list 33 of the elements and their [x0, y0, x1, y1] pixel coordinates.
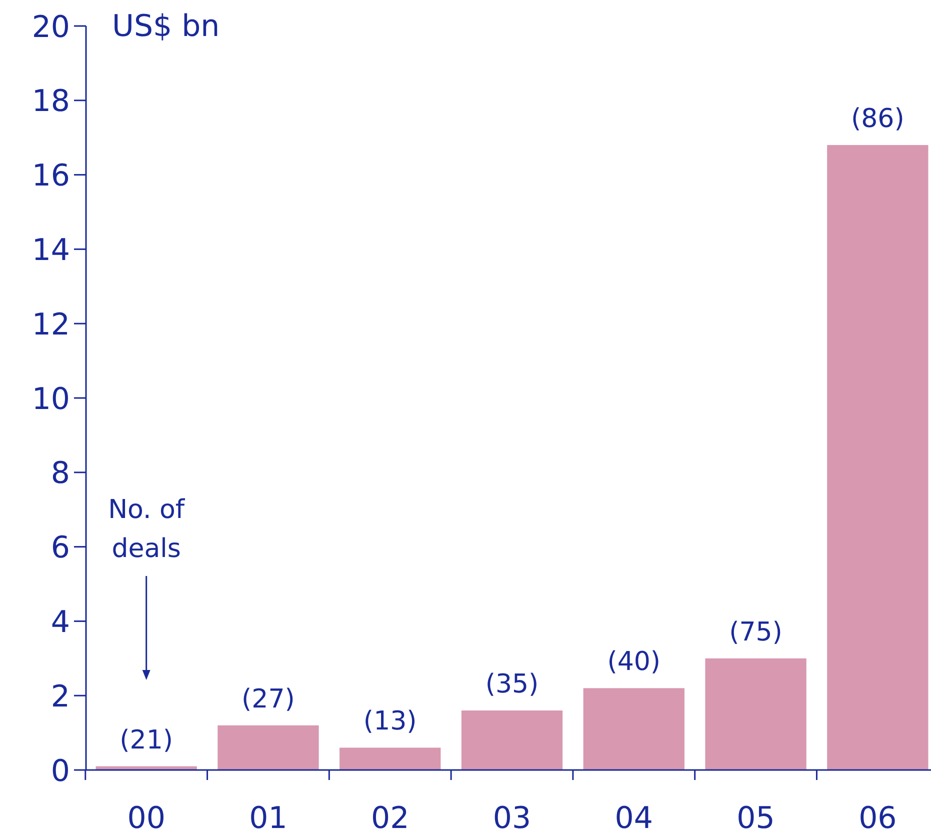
y-tick-label: 14	[32, 233, 70, 268]
annotation: (27)	[242, 684, 295, 714]
y-tick-label: 0	[50, 754, 70, 789]
x-tick-label: 06	[858, 801, 897, 836]
annotation: No. of deals	[108, 495, 186, 564]
bar	[340, 748, 441, 770]
annotation: (35)	[485, 669, 539, 700]
annotation: (86)	[850, 104, 904, 134]
y-tick-label: 6	[50, 530, 70, 566]
x-tick-label: 04	[614, 801, 653, 836]
x-tick-label: 05	[736, 801, 775, 836]
bar	[705, 658, 806, 770]
x-tick-label: 02	[371, 801, 410, 836]
bar	[218, 725, 319, 770]
x-tick-label: 01	[249, 801, 288, 836]
annotation: (21)	[120, 725, 174, 756]
y-tick-label: 4	[50, 605, 70, 640]
y-tick-label: 12	[32, 307, 70, 342]
bar	[461, 710, 563, 770]
x-tick-label: 00	[127, 801, 166, 836]
y-tick-label: 20	[32, 10, 70, 45]
bar	[583, 688, 684, 770]
x-tick-label: 03	[492, 801, 532, 836]
annotation: (75)	[729, 617, 782, 648]
y-tick-label: 10	[32, 382, 70, 417]
bar	[827, 145, 928, 770]
y-tick-label: 18	[32, 84, 70, 120]
annotation: (40)	[607, 647, 661, 678]
annotation: (13)	[363, 706, 417, 737]
y-tick-label: 16	[32, 158, 70, 194]
y-axis-title: US$ bn	[112, 9, 220, 44]
y-tick-label: 8	[50, 456, 70, 492]
y-tick-label: 2	[50, 679, 70, 714]
